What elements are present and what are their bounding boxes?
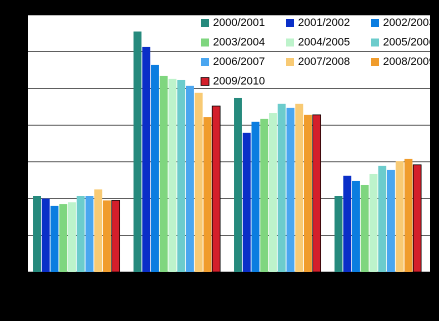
bar: [369, 173, 378, 272]
bar: [404, 158, 413, 272]
legend-label: 2009/2010: [213, 75, 265, 87]
bar: [50, 205, 59, 272]
bar: [94, 189, 103, 272]
bar: [142, 46, 151, 272]
legend-swatch: [200, 77, 210, 86]
bar: [268, 113, 277, 272]
legend-label: 2001/2002: [298, 17, 350, 29]
legend-swatch: [201, 38, 209, 47]
legend-swatch: [286, 19, 294, 27]
legend-swatch: [201, 58, 209, 66]
bar: [151, 64, 159, 272]
bar: [303, 114, 312, 272]
legend-label: 2003/2004: [213, 36, 265, 48]
bar: [395, 161, 404, 272]
bar: [211, 105, 221, 273]
legend-label: 2000/2001: [213, 17, 265, 29]
bar: [343, 175, 352, 272]
bar: [76, 196, 85, 272]
bar: [111, 200, 121, 273]
legend-label: 2008/2009: [383, 56, 435, 68]
bar: [360, 184, 369, 272]
bar: [386, 169, 395, 272]
bar: [194, 92, 203, 272]
bar: [312, 114, 322, 273]
bar: [295, 103, 304, 272]
bar: [234, 97, 242, 272]
legend-swatch: [286, 38, 294, 47]
legend-label: 2005/2006: [383, 36, 435, 48]
legend-label: 2007/2008: [298, 56, 350, 68]
bar: [85, 196, 94, 272]
bar: [59, 204, 68, 272]
bar: [242, 132, 251, 272]
legend-swatch: [286, 58, 294, 66]
bar: [277, 103, 286, 272]
bar: [185, 85, 194, 272]
bar: [260, 118, 269, 272]
bar: [378, 165, 387, 272]
bar: [159, 75, 168, 273]
bar: [41, 198, 50, 272]
bar: [33, 196, 41, 272]
legend-label: 2004/2005: [298, 36, 350, 48]
bar: [286, 107, 295, 272]
bar: [334, 196, 343, 272]
bar: [251, 121, 260, 273]
bar: [203, 117, 212, 273]
bar: [412, 164, 422, 273]
legend-swatch: [371, 38, 379, 47]
legend-label: 2006/2007: [213, 56, 265, 68]
legend-swatch: [371, 58, 379, 66]
bar: [133, 31, 142, 273]
bar: [168, 78, 177, 272]
bar: [67, 202, 76, 272]
bar: [102, 200, 111, 272]
legend-swatch: [371, 19, 379, 27]
bar: [352, 180, 360, 272]
legend: 2000/2001 2001/2002 2002/2003 2003/2004 2004…: [200, 17, 435, 87]
legend-swatch: [201, 19, 209, 27]
legend-label: 2002/2003: [383, 17, 435, 29]
bar: [177, 79, 186, 272]
